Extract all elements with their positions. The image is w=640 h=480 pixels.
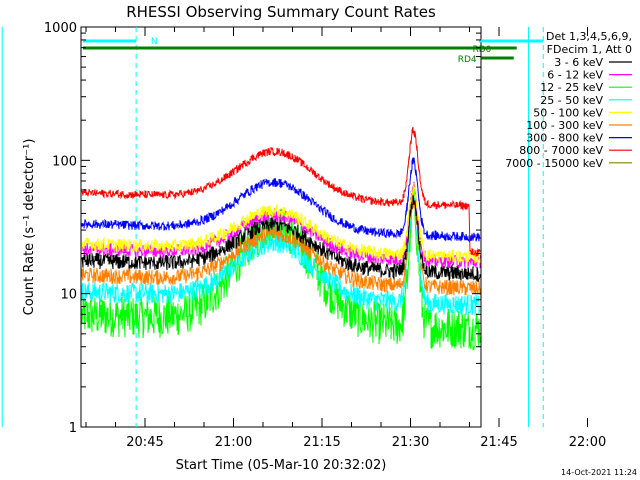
plot-area <box>80 26 482 428</box>
annotation-label-rd4: RD4 <box>458 55 477 65</box>
legend-entry-label: 3 - 6 keV <box>554 56 603 69</box>
legend-header-line: Det 1,3,4,5,6,9, <box>546 30 632 43</box>
series-line <box>81 182 481 264</box>
legend-entry-label: 7000 - 15000 keV <box>505 157 603 170</box>
y-tick-label: 1000 <box>44 21 77 36</box>
x-tick-label: 21:30 <box>392 435 429 450</box>
legend-layer: Det 1,3,4,5,6,9,FDecim 1, Att 03 - 6 keV… <box>505 30 632 170</box>
x-tick-label: 21:45 <box>480 435 517 450</box>
annotation-label-rd0: RD0 <box>472 45 491 55</box>
x-axis-title: Start Time (05-Mar-10 20:32:02) <box>176 458 387 473</box>
series-line <box>81 192 481 282</box>
x-tick-label: 21:15 <box>303 435 340 450</box>
y-tick-label: 1 <box>69 421 77 436</box>
series-line <box>81 195 481 316</box>
annotation-label-n: N <box>151 37 158 47</box>
y-axis-title: Count Rate (s⁻¹ detector⁻¹) <box>22 139 37 316</box>
y-tick-label: 10 <box>60 288 77 303</box>
legend-entry-label: 100 - 300 keV <box>526 119 603 132</box>
legend-entry-label: 50 - 100 keV <box>533 106 603 119</box>
legend-entry-label: 12 - 25 keV <box>540 81 603 94</box>
legend-entry-label: 300 - 800 keV <box>526 132 603 145</box>
legend-entry-label: 25 - 50 keV <box>540 94 603 107</box>
footer-timestamp: 14-Oct-2021 11:24 <box>561 468 637 477</box>
legend-entry-label: 6 - 12 keV <box>547 69 603 82</box>
series-line <box>81 126 481 257</box>
x-tick-label: 22:00 <box>569 435 606 450</box>
ticks-layer: 1 10 100 1000 20:45 21:00 21:15 21:30 21:45 22:00 <box>44 21 606 450</box>
plot-frame <box>80 26 482 428</box>
chart-title: RHESSI Observing Summary Count Rates <box>126 3 436 21</box>
x-tick-label: 20:45 <box>126 435 163 450</box>
legend-header-line: FDecim 1, Att 0 <box>547 43 632 56</box>
legend-entry-label: 800 - 7000 keV <box>519 144 603 157</box>
y-tick-label: 100 <box>52 154 77 169</box>
series-layer <box>81 126 481 351</box>
x-tick-label: 21:00 <box>215 435 252 450</box>
series-line <box>81 157 481 243</box>
